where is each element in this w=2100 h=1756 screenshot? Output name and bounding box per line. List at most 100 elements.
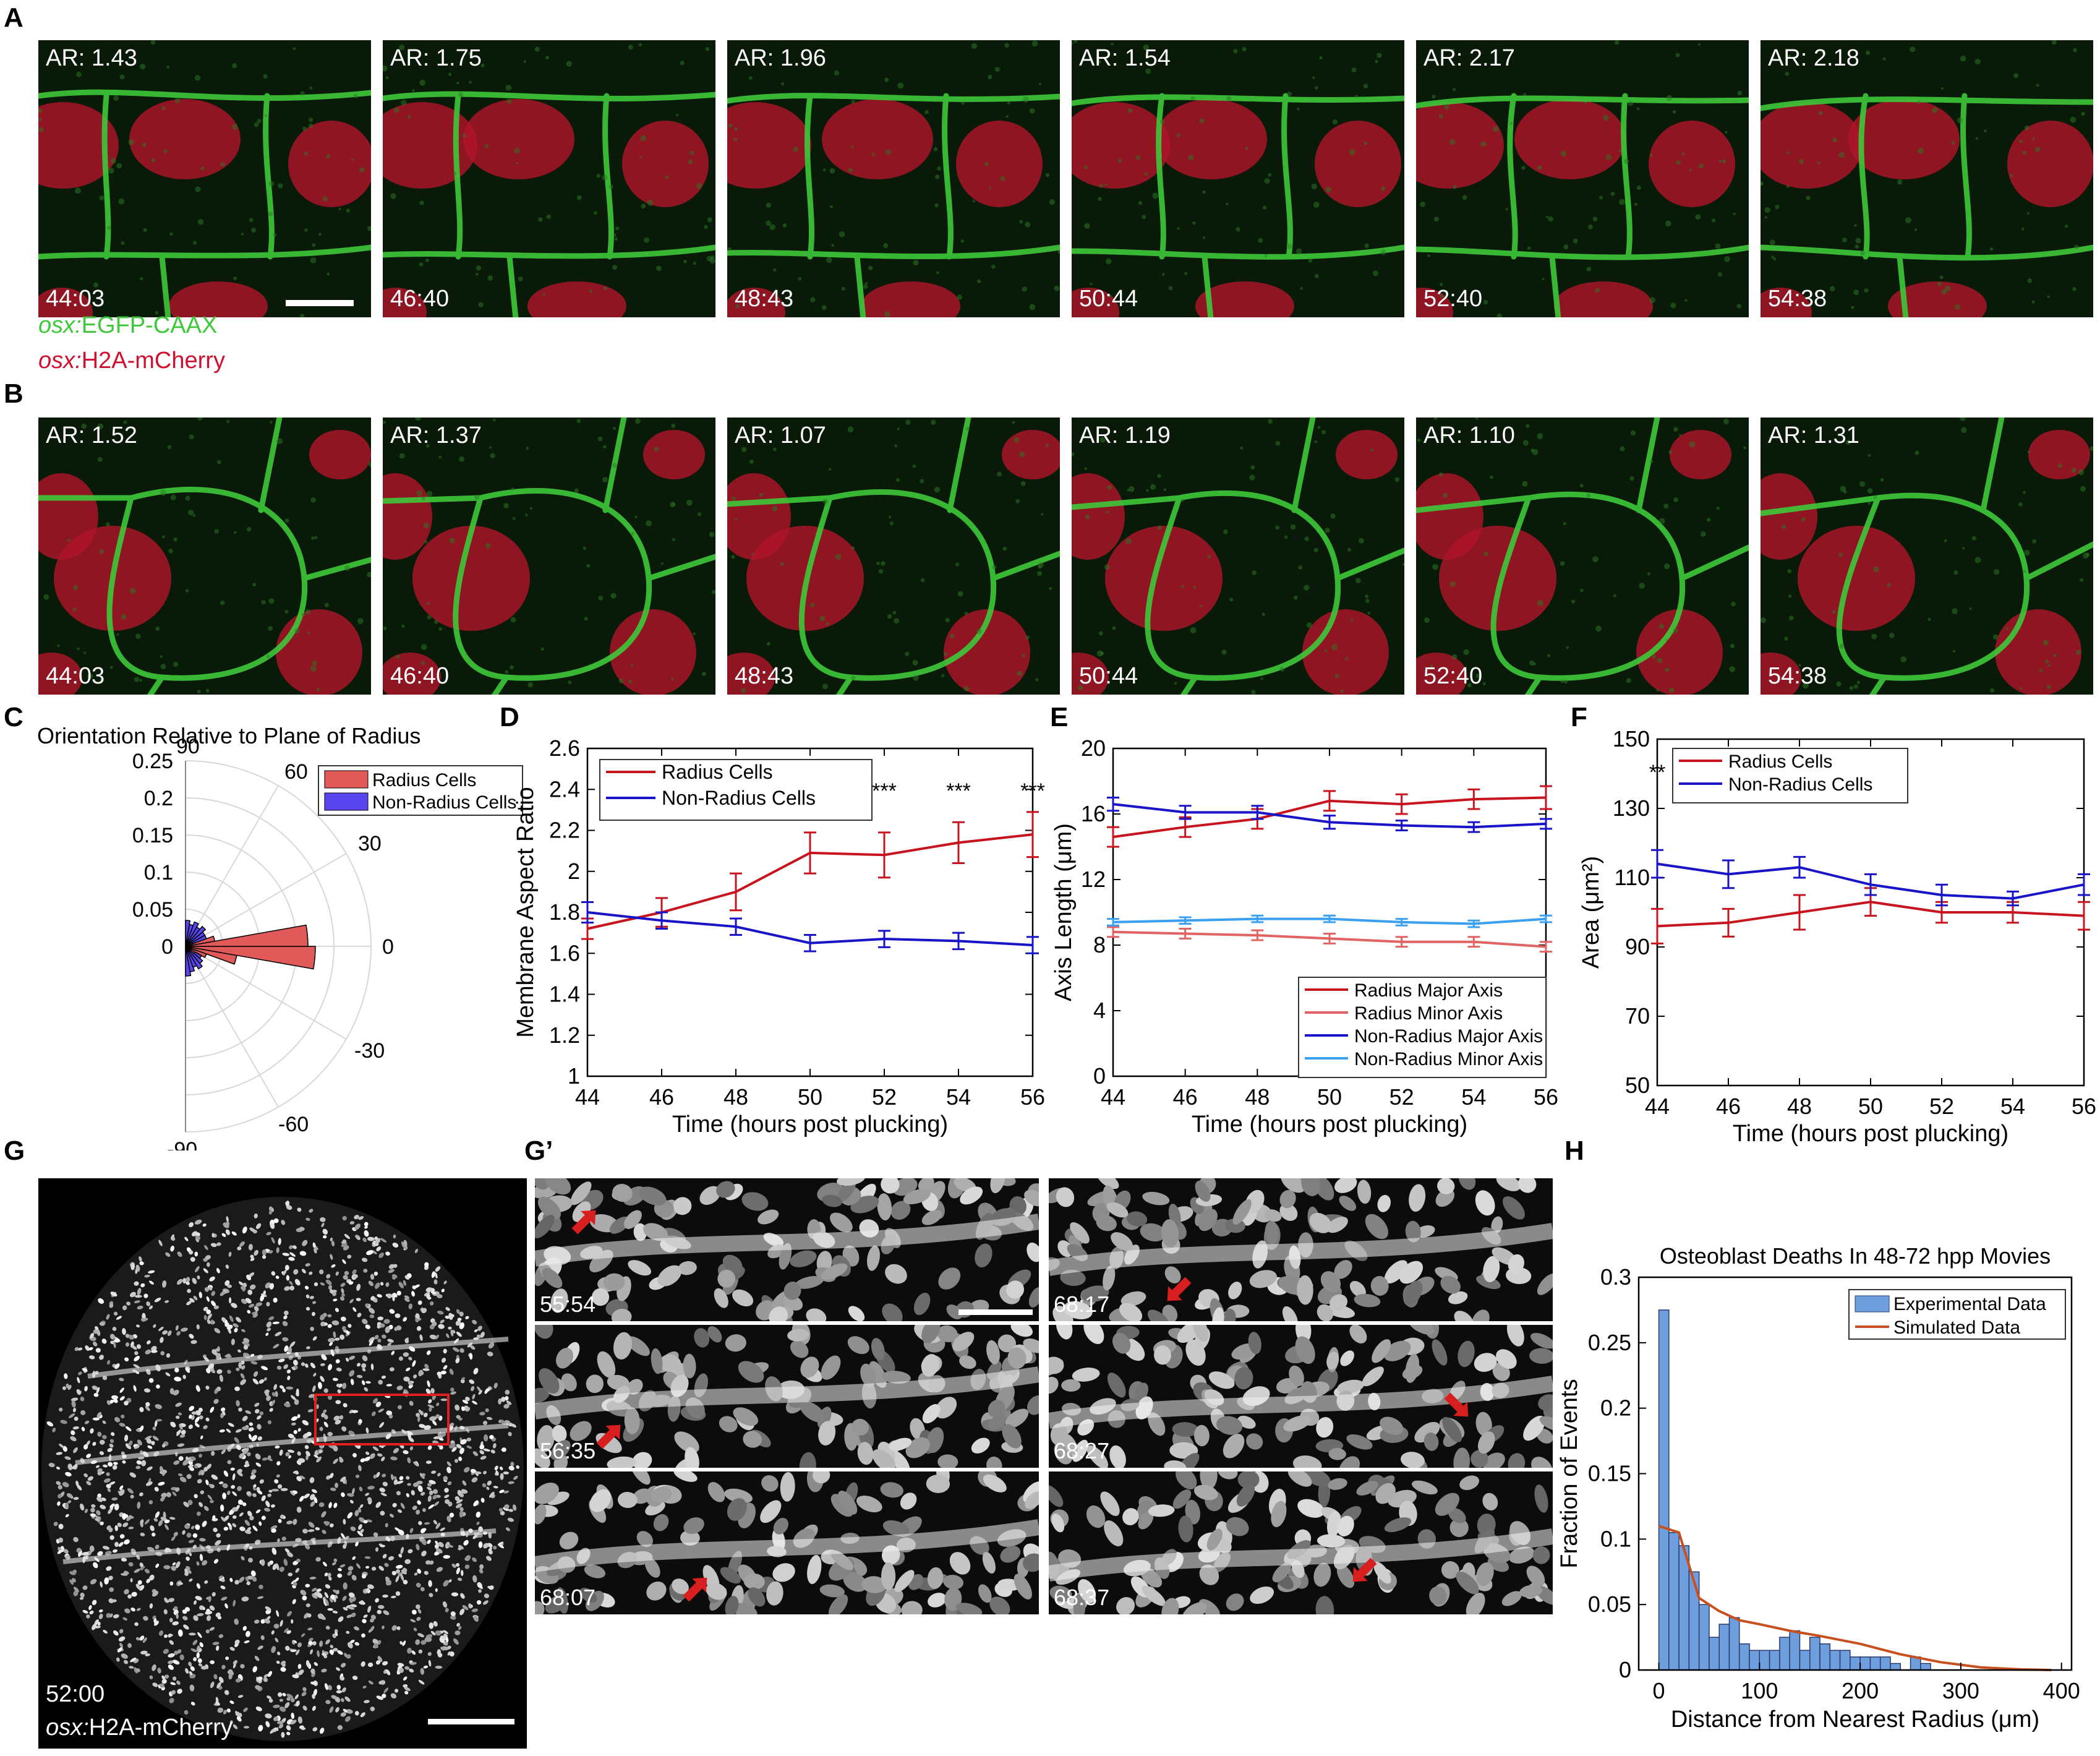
error-bar — [1395, 918, 1408, 927]
chart-legend — [1672, 748, 1908, 803]
x-tick-label: 48 — [1787, 1094, 1812, 1119]
timestamp-label: 52:40 — [1423, 286, 1483, 312]
histogram-bar — [1739, 1643, 1750, 1671]
error-bar — [2078, 901, 2090, 931]
y-tick-label: 1.4 — [549, 982, 580, 1007]
timestamp-label: 44:03 — [46, 286, 105, 312]
x-tick-label: 54 — [2000, 1094, 2025, 1119]
error-bar — [952, 821, 965, 864]
timestamp-label: 52:40 — [1423, 663, 1483, 689]
histogram-bar — [1789, 1630, 1801, 1671]
error-bar — [1936, 883, 1948, 907]
y-tick-label: 0.2 — [1600, 1395, 1631, 1421]
x-tick-label: 56 — [1534, 1084, 1558, 1110]
zoom-region-box — [314, 1394, 450, 1445]
chart-c-title: Orientation Relative to Plane of Radius — [37, 723, 420, 748]
rowA-tile-1: AR: 1.43 44:03 — [38, 40, 371, 317]
significance-marker: ** — [1649, 761, 1665, 784]
error-bar — [1722, 859, 1735, 889]
radial-tick-label: 0.2 — [144, 787, 173, 810]
histogram-bar — [1688, 1571, 1700, 1671]
error-bar — [1467, 821, 1480, 833]
significance-marker: *** — [1020, 779, 1045, 803]
error-bar — [1179, 928, 1192, 940]
x-tick-label: 56 — [2072, 1094, 2096, 1119]
rowA-tile-3: AR: 1.96 48:43 — [727, 40, 1060, 317]
aspect-ratio-label: AR: 1.37 — [390, 422, 482, 448]
chart-h-title: Osteoblast Deaths In 48-72 hpp Movies — [1660, 1243, 2051, 1269]
angle-tick-label: 0 — [382, 935, 394, 959]
error-bar — [878, 930, 890, 948]
radial-tick-label: 0.15 — [132, 824, 173, 847]
nonradius-wedge — [185, 946, 203, 964]
timestamp-label: 46:40 — [390, 286, 450, 312]
y-tick-label: 1.8 — [549, 899, 580, 925]
error-bar — [804, 933, 816, 953]
error-bar — [878, 831, 890, 879]
rowB-tile-3: AR: 1.07 48:43 — [727, 418, 1060, 695]
y-tick-label: 110 — [1615, 865, 1650, 890]
gprime-tile-1: 55:54 — [535, 1178, 1039, 1321]
error-bar — [804, 831, 816, 875]
x-tick-label: 52 — [1929, 1094, 1954, 1119]
y-tick-label: 12 — [1081, 867, 1106, 892]
panel-g-label: osx:H2A-mCherry — [46, 1715, 233, 1741]
fin-tissue — [41, 1197, 524, 1741]
error-bar — [1251, 805, 1264, 820]
y-tick-label: 0 — [1093, 1063, 1106, 1089]
y-tick-label: 0.3 — [1600, 1264, 1631, 1290]
error-bar — [1251, 929, 1264, 941]
radial-tick-label: 0.05 — [132, 898, 173, 922]
panel-g-time: 52:00 — [46, 1681, 105, 1707]
simulated-line — [1658, 1525, 2052, 1671]
error-bar — [1323, 790, 1336, 812]
x-axis-label: Distance from Nearest Radius (μm) — [1671, 1707, 2039, 1732]
legend-entry: Non-Radius Cells — [372, 792, 516, 813]
panel-label-c: C — [4, 702, 23, 732]
error-bar — [1651, 907, 1663, 944]
panel-label-e: E — [1050, 702, 1069, 732]
legend-entry: Non-Radius Major Axis — [1354, 1026, 1543, 1047]
angle-tick-label: 30 — [358, 832, 382, 855]
chart-legend — [599, 759, 873, 821]
radial-tick-label: 0.1 — [144, 861, 173, 884]
x-tick-label: 0 — [1653, 1678, 1665, 1703]
error-bar — [1395, 820, 1408, 831]
x-tick-label: 46 — [649, 1084, 674, 1110]
y-axis-label: Membrane Aspect Ratio — [513, 787, 539, 1038]
x-tick-label: 52 — [1389, 1084, 1414, 1110]
x-tick-label: 44 — [1101, 1084, 1125, 1110]
scale-bar — [286, 300, 354, 306]
x-tick-label: 44 — [1645, 1094, 1670, 1119]
error-bar — [655, 911, 668, 930]
histogram-bar — [1769, 1650, 1780, 1671]
panel-g-micrograph: 52:00 osx:H2A-mCherry — [38, 1178, 527, 1749]
histogram-bar — [1718, 1624, 1730, 1671]
histogram-bar — [1809, 1637, 1820, 1671]
rowB-tile-6: AR: 1.31 54:38 — [1761, 418, 2093, 695]
x-tick-label: 48 — [723, 1084, 748, 1110]
x-tick-label: 300 — [1942, 1678, 1979, 1703]
timestamp-label: 50:44 — [1079, 286, 1138, 312]
angle-tick-label: -60 — [278, 1113, 309, 1136]
error-bar — [1540, 818, 1552, 830]
x-tick-label: 54 — [946, 1084, 971, 1110]
x-tick-label: 44 — [575, 1084, 600, 1110]
error-bar — [1540, 785, 1552, 810]
panel-label-h: H — [1564, 1136, 1584, 1166]
panel-label-a: A — [4, 2, 23, 33]
legend-entry: Radius Cells — [372, 770, 476, 790]
histogram-bar — [1819, 1643, 1831, 1671]
timestamp-label: 44:03 — [46, 663, 105, 689]
error-bar — [1467, 788, 1480, 810]
y-tick-label: 16 — [1081, 801, 1106, 826]
aspect-ratio-label: AR: 1.19 — [1079, 422, 1171, 448]
error-bar — [1027, 811, 1039, 859]
gprime-tile-3: 56:35 — [535, 1325, 1039, 1468]
x-axis-label: Time (hours post plucking) — [1733, 1121, 2008, 1147]
histogram-bar — [1749, 1650, 1761, 1671]
error-bar — [1467, 919, 1480, 928]
angle-tick-label: -30 — [354, 1039, 385, 1063]
chart-f-area: 50 70 90 110 130 150 44 46 48 50 52 54 56 Time (hours… — [1578, 726, 2096, 1147]
